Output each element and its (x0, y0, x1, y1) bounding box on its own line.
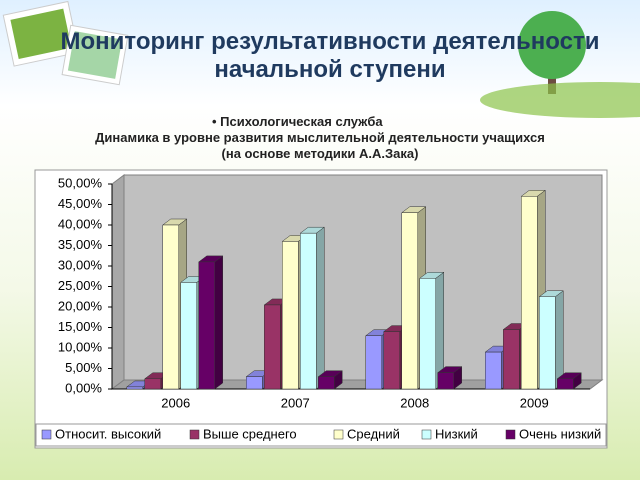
bar (556, 372, 582, 390)
bar-face (246, 376, 263, 390)
legend-label: Очень низкий (519, 426, 601, 441)
side-wall (111, 174, 125, 390)
legend-label: Относит. высокий (55, 426, 161, 441)
bar-face (401, 212, 418, 390)
y-tick-label: 40,00% (58, 216, 103, 231)
x-tick-label: 2008 (400, 395, 429, 410)
bar-face (539, 296, 556, 390)
y-tick-label: 45,00% (58, 196, 103, 211)
y-tick-label: 30,00% (58, 257, 103, 272)
x-tick-label: 2006 (161, 395, 190, 410)
bar (419, 271, 445, 390)
bar-face (555, 290, 564, 390)
hill (480, 82, 640, 118)
bar-face (180, 282, 197, 390)
x-tick-label: 2009 (520, 395, 549, 410)
bar-face (557, 378, 574, 390)
legend-label: Средний (347, 426, 400, 441)
bar-face (264, 304, 281, 390)
bar-face (365, 335, 382, 390)
bar-face (144, 378, 161, 390)
chart-subtitle: (на основе методики А.А.Зака) (221, 146, 419, 161)
legend-swatch (333, 429, 344, 440)
bar-face (383, 331, 400, 390)
y-tick-label: 15,00% (58, 319, 103, 334)
bar (317, 370, 343, 390)
tree-crown (518, 11, 586, 79)
bullet-text: Психологическая служба (220, 114, 383, 129)
bar-face (300, 232, 317, 390)
chart-title: Динамика в уровне развития мыслительной … (95, 130, 545, 145)
legend-label: Низкий (435, 426, 478, 441)
legend-swatch (189, 429, 200, 440)
legend-box (35, 423, 607, 447)
legend-swatch (41, 429, 52, 440)
bullet: • Психологическая служба (212, 114, 383, 129)
bar (198, 255, 224, 390)
y-tick-label: 0,00% (65, 380, 102, 395)
legend-label: Выше среднего (203, 426, 297, 441)
bar-face (503, 329, 520, 390)
legend-swatch (505, 429, 516, 440)
bar-face (198, 261, 215, 390)
bar-face (282, 241, 299, 390)
bar (538, 290, 564, 390)
bar-face (316, 226, 325, 390)
bar-face (419, 278, 436, 390)
bar-face (318, 376, 335, 390)
bar-face (214, 255, 223, 390)
y-tick-label: 35,00% (58, 237, 103, 252)
photo-image (10, 8, 72, 59)
photo-image (67, 31, 123, 79)
bar-face (162, 224, 179, 390)
bar-face (521, 196, 538, 390)
slide-title: Мониторинг результативности деятельности… (60, 28, 600, 83)
y-tick-label: 25,00% (58, 278, 103, 293)
legend-swatch (421, 429, 432, 440)
y-tick-label: 10,00% (58, 339, 103, 354)
y-tick-label: 20,00% (58, 298, 103, 313)
bar (437, 366, 463, 390)
x-tick-label: 2007 (281, 395, 310, 410)
bar (299, 226, 325, 390)
y-tick-label: 5,00% (65, 360, 102, 375)
bar-face (485, 351, 502, 390)
bar-face (437, 372, 454, 390)
bar-face (126, 386, 143, 390)
y-tick-label: 50,00% (58, 175, 103, 190)
